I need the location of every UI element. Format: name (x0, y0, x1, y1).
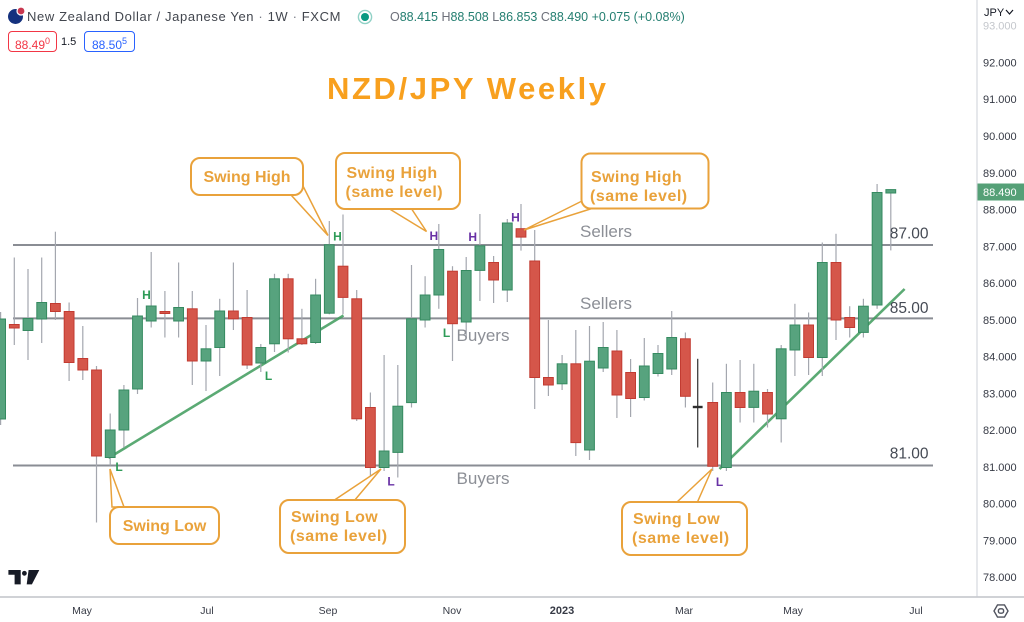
svg-text:88.000: 88.000 (983, 205, 1017, 217)
svg-text:Swing Low: Swing Low (123, 518, 207, 535)
svg-text:Sellers: Sellers (580, 222, 632, 241)
svg-text:L: L (265, 369, 272, 383)
svg-text:May: May (783, 605, 804, 617)
svg-text:L: L (443, 326, 450, 340)
svg-text:May: May (72, 605, 93, 617)
svg-text:(same level): (same level) (290, 528, 388, 545)
svg-text:Swing High: Swing High (347, 165, 438, 182)
svg-text:78.000: 78.000 (983, 572, 1017, 584)
svg-text:L: L (716, 475, 723, 489)
svg-text:85.00: 85.00 (890, 300, 929, 317)
svg-text:Swing High: Swing High (203, 169, 290, 186)
svg-text:H: H (511, 211, 520, 225)
svg-text:Mar: Mar (675, 605, 694, 617)
svg-text:Jul: Jul (909, 605, 922, 617)
svg-text:80.000: 80.000 (983, 499, 1017, 511)
svg-text:Nov: Nov (443, 605, 462, 617)
svg-text:86.000: 86.000 (983, 278, 1017, 290)
svg-text:89.000: 89.000 (983, 168, 1017, 180)
svg-text:88.490: 88.490 (983, 187, 1017, 199)
svg-text:H: H (468, 230, 477, 244)
svg-text:93.000: 93.000 (983, 21, 1017, 33)
svg-text:85.000: 85.000 (983, 315, 1017, 327)
svg-text:81.00: 81.00 (890, 446, 929, 463)
svg-text:Buyers: Buyers (457, 326, 510, 345)
svg-text:Buyers: Buyers (457, 469, 510, 488)
svg-text:90.000: 90.000 (983, 131, 1017, 143)
svg-text:81.000: 81.000 (983, 462, 1017, 474)
svg-text:H: H (142, 288, 151, 302)
svg-text:2023: 2023 (550, 605, 574, 617)
svg-text:92.000: 92.000 (983, 57, 1017, 69)
svg-text:L: L (115, 460, 122, 474)
svg-text:(same level): (same level) (632, 530, 730, 547)
svg-text:79.000: 79.000 (983, 536, 1017, 548)
svg-text:91.000: 91.000 (983, 94, 1017, 106)
svg-text:Swing High: Swing High (591, 169, 682, 186)
svg-text:Swing Low: Swing Low (633, 511, 720, 528)
svg-text:Sep: Sep (319, 605, 338, 617)
svg-text:Sellers: Sellers (580, 294, 632, 313)
svg-text:(same level): (same level) (590, 188, 688, 205)
svg-text:JPY: JPY (984, 7, 1005, 19)
svg-text:(same level): (same level) (346, 184, 444, 201)
svg-text:Jul: Jul (200, 605, 213, 617)
svg-text:L: L (387, 475, 394, 489)
svg-text:87.00: 87.00 (890, 226, 929, 243)
svg-text:82.000: 82.000 (983, 425, 1017, 437)
svg-text:83.000: 83.000 (983, 388, 1017, 400)
svg-text:Swing Low: Swing Low (291, 509, 378, 526)
svg-text:H: H (429, 229, 438, 243)
svg-text:87.000: 87.000 (983, 241, 1017, 253)
svg-text:84.000: 84.000 (983, 352, 1017, 364)
svg-text:H: H (333, 230, 342, 244)
